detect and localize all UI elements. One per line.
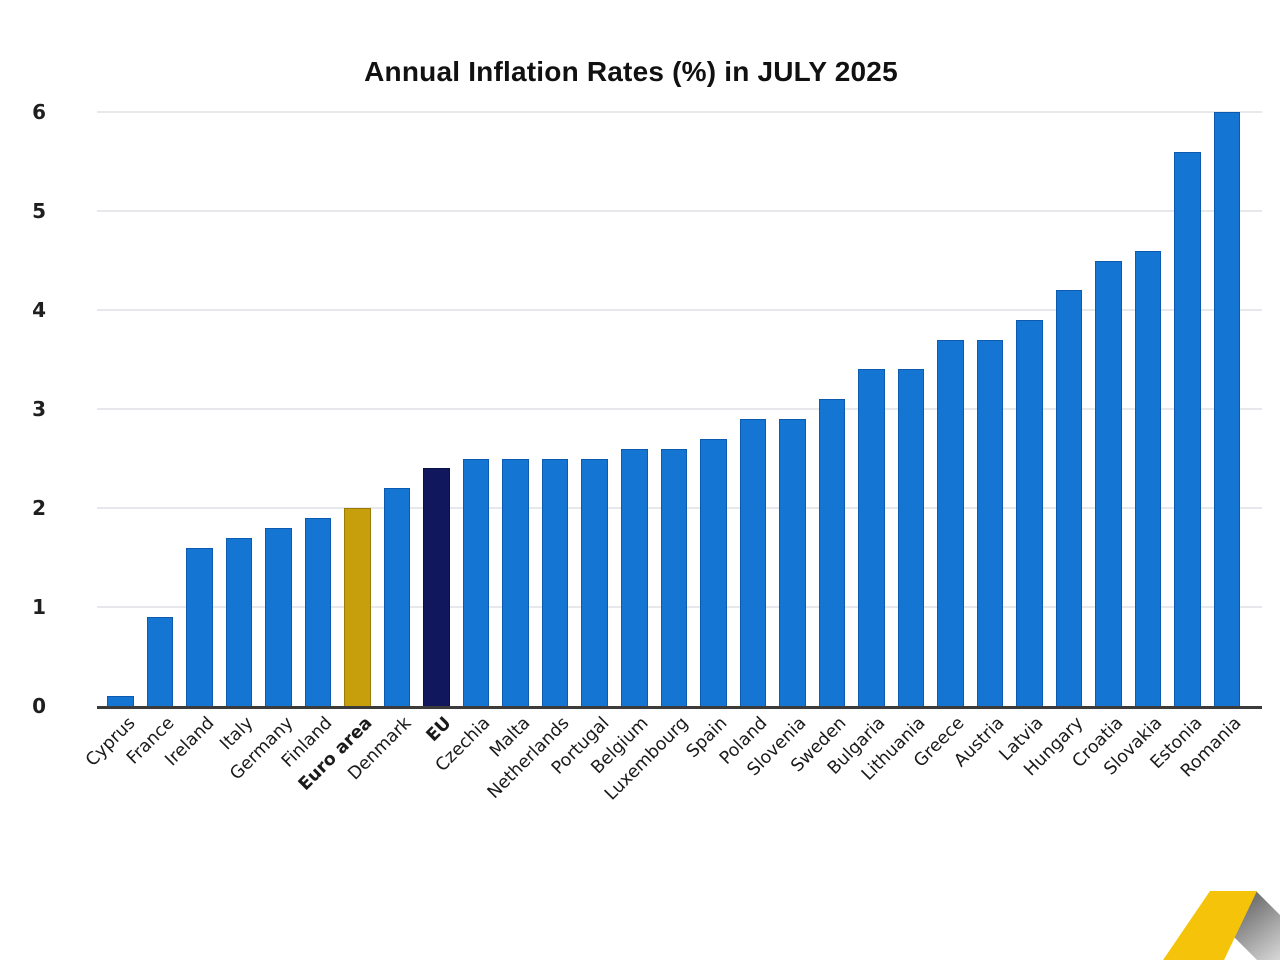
bar-finland[interactable] bbox=[304, 517, 332, 706]
bar-luxembourg[interactable] bbox=[660, 448, 688, 706]
gridline-y4 bbox=[97, 309, 1262, 311]
y-tick-label-6: 6 bbox=[32, 100, 46, 124]
bar-latvia[interactable] bbox=[1016, 319, 1043, 706]
bar-hungary[interactable] bbox=[1055, 290, 1083, 706]
bar-slovakia[interactable] bbox=[1134, 250, 1162, 706]
bar-bulgaria[interactable] bbox=[858, 369, 885, 706]
logo-gray-band bbox=[1226, 891, 1280, 960]
y-tick-label-5: 5 bbox=[32, 199, 46, 223]
bar-cyprus[interactable] bbox=[107, 696, 134, 706]
bar-portugal[interactable] bbox=[581, 458, 608, 706]
bar-netherlands[interactable] bbox=[541, 458, 569, 706]
y-tick-label-0: 0 bbox=[32, 694, 46, 718]
bar-romania[interactable] bbox=[1213, 112, 1241, 706]
chart-title: Annual Inflation Rates (%) in JULY 2025 bbox=[364, 56, 898, 87]
bar-austria[interactable] bbox=[976, 339, 1004, 706]
yellow-ribbon-logo bbox=[1163, 891, 1280, 960]
bar-slovenia[interactable] bbox=[779, 418, 806, 706]
gridline-y5 bbox=[97, 210, 1262, 212]
bar-italy[interactable] bbox=[225, 537, 253, 706]
x-tick-label-eu: EU bbox=[422, 713, 456, 746]
bar-czechia[interactable] bbox=[462, 458, 490, 706]
bar-euro-area[interactable] bbox=[344, 508, 371, 706]
x-axis-line bbox=[97, 706, 1262, 709]
bar-croatia[interactable] bbox=[1095, 260, 1122, 706]
bar-denmark[interactable] bbox=[383, 488, 411, 706]
bar-ireland[interactable] bbox=[186, 547, 213, 706]
y-tick-label-4: 4 bbox=[32, 298, 46, 322]
bar-belgium[interactable] bbox=[621, 448, 648, 706]
bar-greece[interactable] bbox=[937, 339, 964, 706]
y-tick-label-1: 1 bbox=[32, 595, 46, 619]
bar-germany[interactable] bbox=[265, 527, 292, 706]
bar-poland[interactable] bbox=[739, 418, 767, 706]
gridline-y6 bbox=[97, 111, 1262, 113]
logo-yellow-band bbox=[1163, 891, 1257, 960]
bar-malta[interactable] bbox=[502, 458, 529, 706]
gridline-y3 bbox=[97, 408, 1262, 410]
bar-sweden[interactable] bbox=[818, 399, 846, 706]
y-tick-label-2: 2 bbox=[32, 496, 46, 520]
bar-eu[interactable] bbox=[423, 468, 450, 706]
bar-estonia[interactable] bbox=[1174, 151, 1201, 706]
bar-france[interactable] bbox=[146, 616, 174, 706]
bar-spain[interactable] bbox=[700, 438, 727, 706]
y-tick-label-3: 3 bbox=[32, 397, 46, 421]
bar-lithuania[interactable] bbox=[897, 369, 925, 706]
